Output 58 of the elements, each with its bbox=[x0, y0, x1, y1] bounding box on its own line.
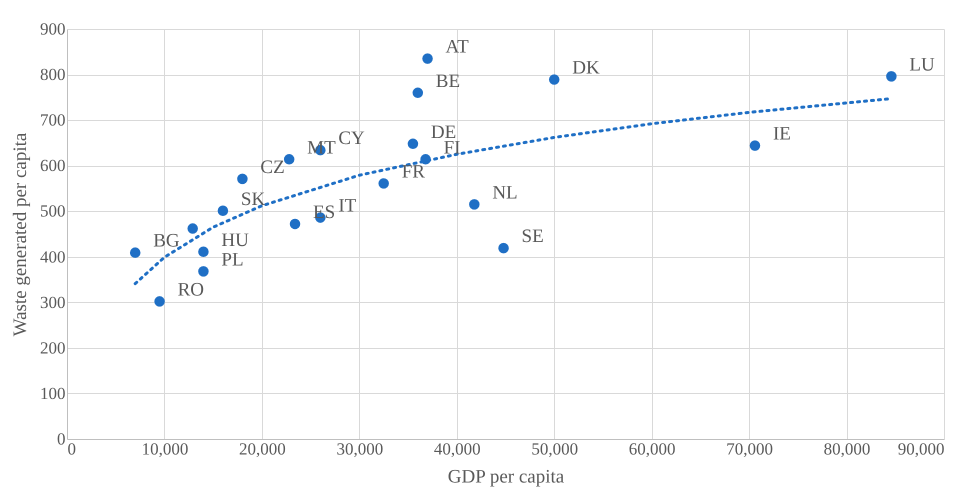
point bbox=[187, 223, 198, 234]
data-label: CZ bbox=[260, 156, 285, 178]
y-tick-label: 100 bbox=[40, 384, 66, 403]
point bbox=[548, 74, 560, 85]
data-label: FI bbox=[444, 137, 460, 158]
point bbox=[498, 242, 509, 254]
point bbox=[886, 71, 897, 82]
point bbox=[198, 246, 209, 257]
y-tick-label: 600 bbox=[40, 156, 66, 176]
point bbox=[130, 247, 140, 258]
data-label: SE bbox=[522, 226, 544, 248]
point bbox=[284, 154, 294, 165]
x-tick-label: 40,000 bbox=[434, 440, 481, 458]
data-label: PL bbox=[221, 249, 244, 270]
point bbox=[154, 296, 165, 307]
y-tick-label: 300 bbox=[40, 292, 66, 312]
x-axis-title: GDP per capita bbox=[448, 466, 565, 488]
y-tick-label: 900 bbox=[40, 20, 66, 38]
y-tick-label: 500 bbox=[40, 202, 66, 221]
data-label: IE bbox=[772, 124, 791, 145]
point bbox=[412, 88, 424, 98]
point bbox=[408, 138, 418, 150]
point bbox=[378, 178, 389, 189]
x-tick-label: 60,000 bbox=[628, 440, 676, 458]
data-label: NL bbox=[492, 182, 518, 204]
point bbox=[290, 218, 300, 230]
data-label: HU bbox=[221, 230, 250, 251]
data-label: DK bbox=[572, 58, 600, 79]
data-label: FR bbox=[402, 161, 426, 182]
data-label: RO bbox=[178, 279, 204, 300]
data-label: AT bbox=[446, 36, 470, 58]
y-tick-label: 400 bbox=[40, 247, 66, 266]
point bbox=[420, 154, 431, 165]
y-tick-label: 800 bbox=[40, 65, 66, 84]
data-label: ES bbox=[313, 202, 336, 223]
x-tick-label: 10,000 bbox=[142, 440, 188, 458]
data-label: SK bbox=[240, 188, 266, 210]
data-label: CY bbox=[338, 128, 366, 150]
data-label: LU bbox=[909, 54, 935, 76]
x-tick-label: 50,000 bbox=[531, 440, 578, 458]
point bbox=[469, 199, 480, 210]
x-tick-label: 80,000 bbox=[824, 440, 870, 458]
point bbox=[750, 140, 760, 151]
y-tick-label: 700 bbox=[40, 110, 66, 130]
x-tick-label: 70,000 bbox=[726, 440, 773, 458]
data-label: IT bbox=[338, 196, 357, 217]
data-label: BG bbox=[153, 230, 180, 252]
x-tick-label: 90,000 bbox=[898, 440, 944, 458]
y-tick-label: 200 bbox=[40, 338, 66, 358]
y-axis-title: Waste generated per capita bbox=[10, 132, 31, 336]
point bbox=[198, 266, 209, 277]
data-label: MT bbox=[307, 137, 336, 158]
point bbox=[218, 206, 228, 216]
x-tick-label: 20,000 bbox=[239, 440, 286, 458]
point bbox=[237, 174, 248, 184]
point bbox=[422, 53, 433, 64]
data-label: BE bbox=[436, 70, 460, 92]
x-tick-label: 30,000 bbox=[336, 440, 384, 458]
